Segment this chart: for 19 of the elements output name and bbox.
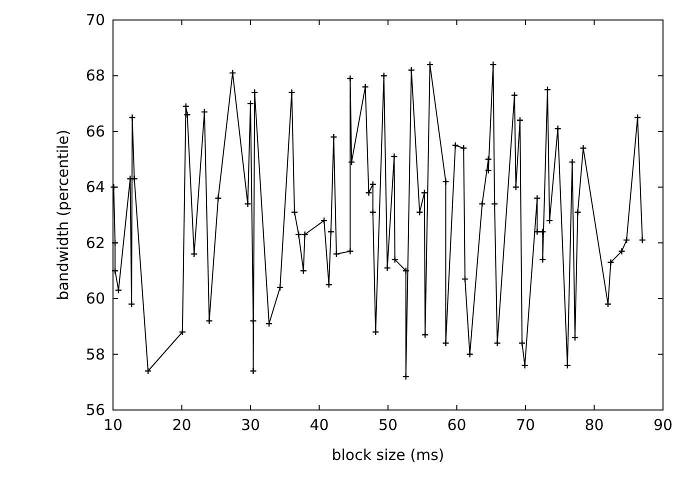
y-tick-label: 68 [86, 66, 105, 85]
x-tick-label: 20 [172, 416, 192, 434]
y-tick-label: 58 [86, 345, 105, 364]
x-tick-label: 50 [378, 416, 398, 434]
x-tick-label: 70 [516, 416, 536, 434]
x-tick-label: 60 [447, 416, 466, 434]
y-tick-label: 70 [86, 11, 105, 29]
x-tick-label: 40 [310, 416, 329, 434]
x-tick-label: 90 [653, 416, 673, 434]
x-tick-label: 10 [103, 416, 123, 434]
y-tick-label: 62 [86, 234, 105, 252]
y-tick-label: 64 [86, 178, 105, 196]
y-tick-label: 66 [86, 122, 105, 140]
x-axis-title: block size (ms) [332, 446, 444, 464]
y-axis-title: bandwidth (percentile) [54, 130, 72, 300]
x-tick-label: 80 [584, 416, 604, 434]
y-tick-label: 60 [86, 290, 105, 308]
x-tick-label: 30 [240, 416, 260, 434]
y-tick-label: 56 [86, 401, 105, 419]
